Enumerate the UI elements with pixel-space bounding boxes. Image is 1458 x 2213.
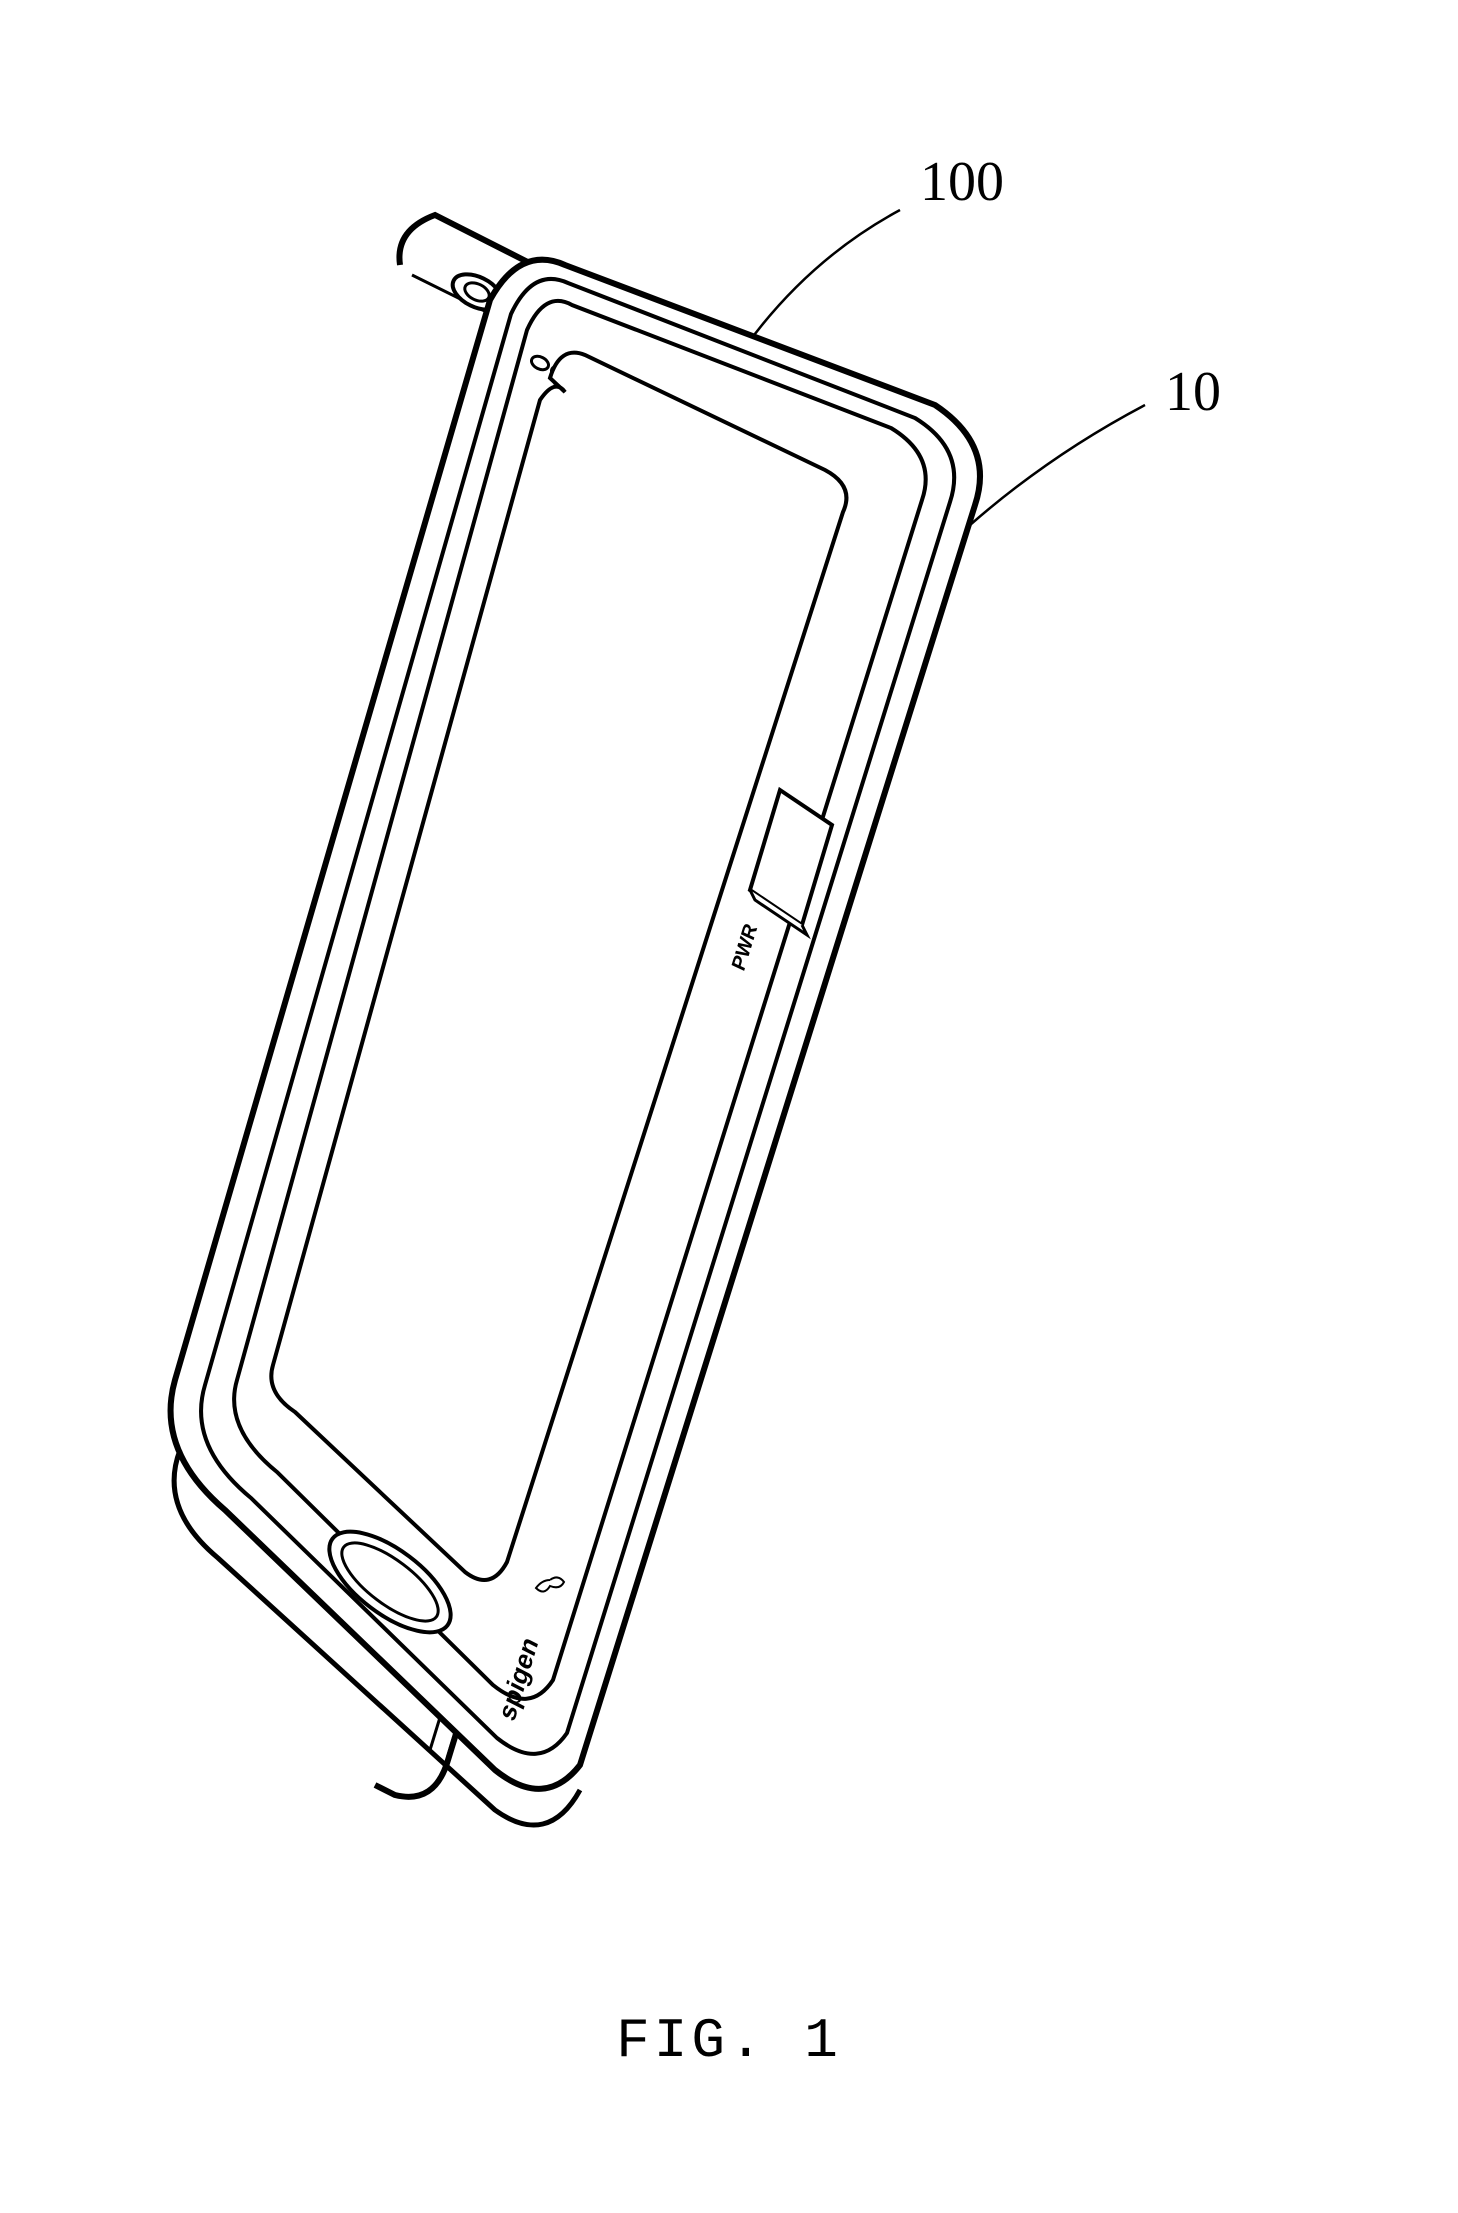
callout-10: 10 xyxy=(970,361,1221,525)
callout-label-100: 100 xyxy=(920,151,1004,213)
figure-1: 100 10 xyxy=(50,110,1408,2010)
phone-case-diagram: 100 10 xyxy=(50,110,1408,2010)
callout-label-10: 10 xyxy=(1165,361,1221,423)
figure-caption: FIG. 1 xyxy=(0,2009,1458,2073)
